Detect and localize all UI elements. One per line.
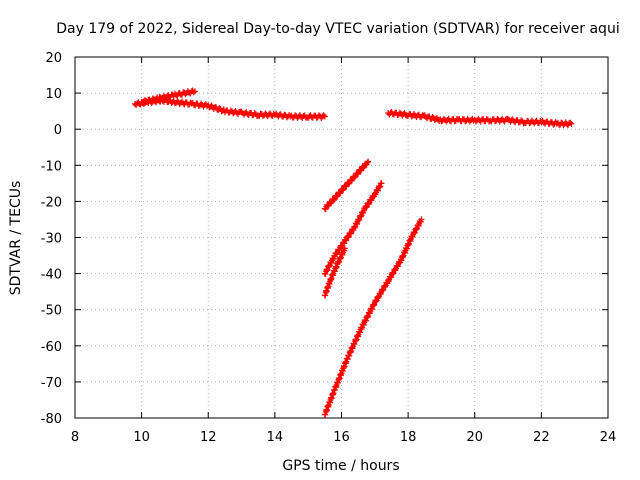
y-axis-label: SDTVAR / TECUs <box>8 181 24 296</box>
x-tick-label: 10 <box>133 430 150 445</box>
series-arc-1b <box>138 87 198 107</box>
grid-lines <box>75 57 608 418</box>
data-marks <box>131 87 575 418</box>
y-tick-label: 20 <box>45 51 62 66</box>
x-tick-label: 16 <box>333 430 350 445</box>
y-tick-label: -10 <box>41 159 62 174</box>
y-tick-label: -40 <box>41 268 62 283</box>
series-arc-3 <box>321 158 372 213</box>
series-arc-6 <box>321 216 425 418</box>
x-tick-label: 14 <box>267 430 284 445</box>
y-tick-label: 0 <box>54 123 62 138</box>
series-arc-1 <box>131 95 328 121</box>
series-arc-5 <box>321 245 348 299</box>
y-tick-label: -80 <box>41 412 62 427</box>
x-tick-label: 24 <box>600 430 617 445</box>
axes: 8 10 12 14 16 18 20 22 24 20 10 0 -10 -20 -30 -40 -50 -60… <box>41 51 617 445</box>
y-tick-label: -50 <box>41 304 62 319</box>
x-axis-label: GPS time / hours <box>282 458 399 474</box>
series-arc-2 <box>385 108 575 129</box>
y-tick-label: 10 <box>45 87 62 102</box>
series-arc-4 <box>321 180 385 277</box>
x-tick-label: 18 <box>400 430 417 445</box>
y-tick-label: -20 <box>41 195 62 210</box>
chart-title: Day 179 of 2022, Sidereal Day-to-day VTE… <box>56 21 619 37</box>
y-tick-label: -60 <box>41 340 62 355</box>
y-tick-label: -30 <box>41 232 62 247</box>
x-tick-label: 12 <box>200 430 217 445</box>
x-tick-label: 22 <box>533 430 550 445</box>
x-tick-label: 8 <box>71 430 79 445</box>
y-tick-label: -70 <box>41 376 62 391</box>
x-tick-label: 20 <box>466 430 483 445</box>
